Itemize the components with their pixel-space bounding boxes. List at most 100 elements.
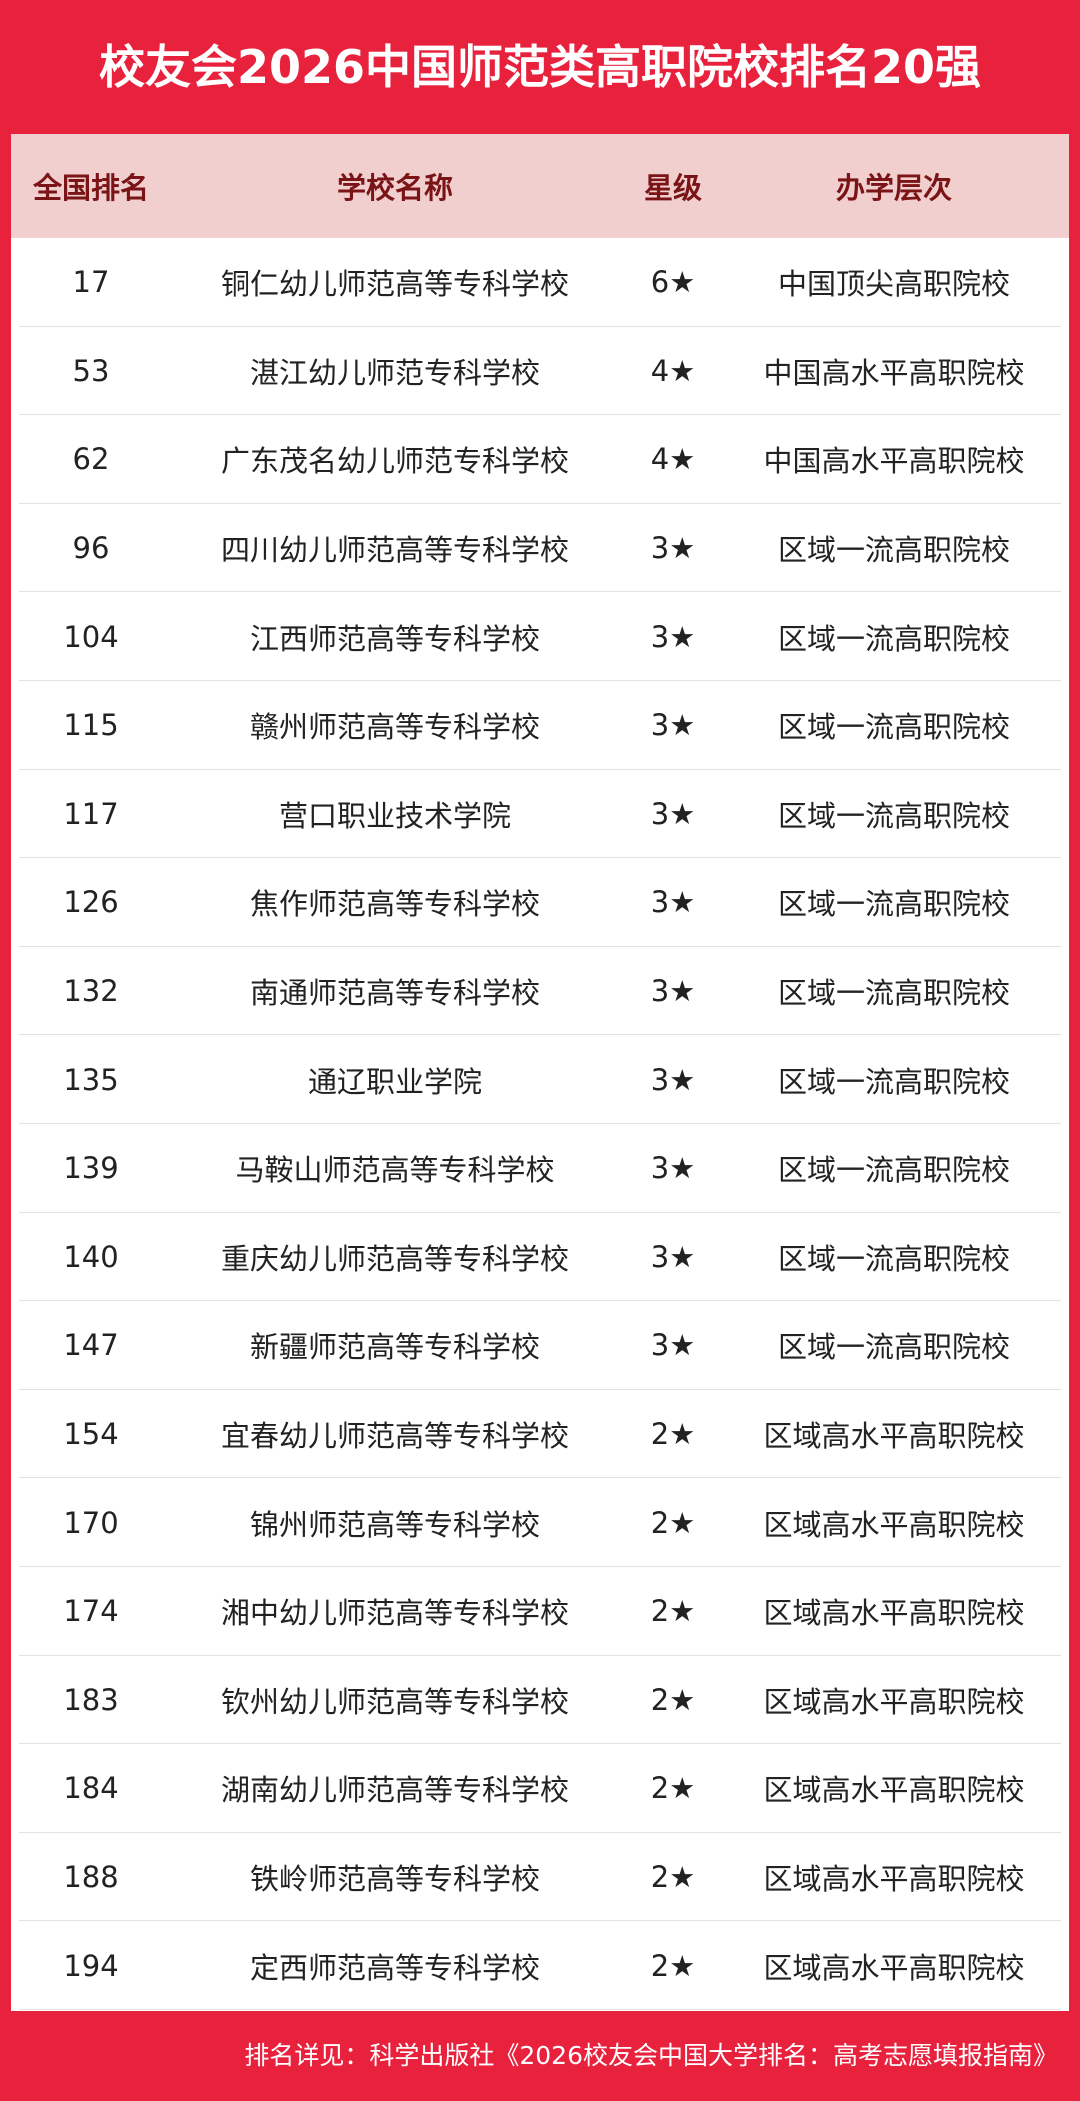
table-cell: 3★ bbox=[650, 619, 696, 654]
table-cell: 140 bbox=[63, 1239, 119, 1274]
table-cell: 2★ bbox=[650, 1771, 696, 1806]
table-cell: 96 bbox=[72, 531, 110, 566]
table-cell: 中国高水平高职院校 bbox=[763, 444, 1025, 479]
table-cell: 17 bbox=[72, 265, 110, 300]
header-cell: 星级 bbox=[643, 171, 703, 205]
table-cell: 中国高水平高职院校 bbox=[763, 355, 1025, 390]
table-cell: 183 bbox=[63, 1682, 119, 1717]
table-cell: 3★ bbox=[650, 1062, 696, 1097]
table-row: 17 铜仁幼儿师范高等专科学校 6★ 中国顶尖高职院校 bbox=[11, 238, 1069, 327]
table-cell: 锦州师范高等专科学校 bbox=[249, 1507, 541, 1542]
table-cell: 174 bbox=[63, 1594, 119, 1629]
table: 全国排名 学校名称 星级 办学层次 17 铜仁幼儿师范高等专科学校 6★ 中国顶尖高职院校 53… bbox=[11, 134, 1069, 2011]
table-cell: 江西师范高等专科学校 bbox=[249, 621, 541, 656]
table-cell: 中国顶尖高职院校 bbox=[777, 267, 1011, 302]
table-row: 194 定西师范高等专科学校 2★ 区域高水平高职院校 bbox=[11, 1921, 1069, 2010]
table-cell: 区域一流高职院校 bbox=[777, 533, 1011, 568]
table-cell: 2★ bbox=[650, 1860, 696, 1895]
table-cell: 湛江幼儿师范专科学校 bbox=[249, 355, 541, 390]
table-cell: 马鞍山师范高等专科学校 bbox=[235, 1153, 555, 1188]
table-cell: 广东茂名幼儿师范专科学校 bbox=[220, 444, 570, 479]
table-cell: 区域高水平高职院校 bbox=[763, 1596, 1025, 1631]
table-row: 170 锦州师范高等专科学校 2★ 区域高水平高职院校 bbox=[11, 1478, 1069, 1567]
table-row: 62 广东茂名幼儿师范专科学校 4★ 中国高水平高职院校 bbox=[11, 415, 1069, 504]
table-row: 126 焦作师范高等专科学校 3★ 区域一流高职院校 bbox=[11, 858, 1069, 947]
table-row: 184 湖南幼儿师范高等专科学校 2★ 区域高水平高职院校 bbox=[11, 1744, 1069, 1833]
header-row: 全国排名 学校名称 星级 办学层次 bbox=[11, 134, 1069, 238]
table-cell: 定西师范高等专科学校 bbox=[249, 1950, 541, 1985]
table-cell: 2★ bbox=[650, 1417, 696, 1452]
table-cell: 区域一流高职院校 bbox=[777, 621, 1011, 656]
table-cell: 湖南幼儿师范高等专科学校 bbox=[220, 1773, 570, 1808]
table-cell: 通辽职业学院 bbox=[307, 1064, 483, 1099]
table-cell: 2★ bbox=[650, 1948, 696, 1983]
table-cell: 170 bbox=[63, 1505, 119, 1540]
table-cell: 铜仁幼儿师范高等专科学校 bbox=[220, 267, 570, 302]
table-cell: 区域一流高职院校 bbox=[777, 710, 1011, 745]
table-row: 132 南通师范高等专科学校 3★ 区域一流高职院校 bbox=[11, 947, 1069, 1036]
table-cell: 区域高水平高职院校 bbox=[763, 1862, 1025, 1897]
table-row: 104 江西师范高等专科学校 3★ 区域一流高职院校 bbox=[11, 592, 1069, 681]
table-cell: 3★ bbox=[650, 1328, 696, 1363]
table-cell: 194 bbox=[63, 1948, 119, 1983]
table-cell: 区域高水平高职院校 bbox=[763, 1773, 1025, 1808]
table-cell: 115 bbox=[63, 708, 119, 743]
table-cell: 新疆师范高等专科学校 bbox=[249, 1330, 541, 1365]
table-cell: 2★ bbox=[650, 1682, 696, 1717]
table-cell: 南通师范高等专科学校 bbox=[249, 976, 541, 1011]
table-row: 174 湘中幼儿师范高等专科学校 2★ 区域高水平高职院校 bbox=[11, 1567, 1069, 1656]
table-row: 53 湛江幼儿师范专科学校 4★ 中国高水平高职院校 bbox=[11, 327, 1069, 416]
table-cell: 区域一流高职院校 bbox=[777, 1153, 1011, 1188]
footer-note: 排名详见：科学出版社《2026校友会中国大学排名：高考志愿填报指南》 bbox=[244, 2041, 1058, 2070]
table-cell: 3★ bbox=[650, 1239, 696, 1274]
table-cell: 区域一流高职院校 bbox=[777, 1241, 1011, 1276]
table-cell: 4★ bbox=[650, 442, 696, 477]
table-cell: 188 bbox=[63, 1860, 119, 1895]
table-cell: 132 bbox=[63, 974, 119, 1009]
table-cell: 104 bbox=[63, 619, 119, 654]
table-cell: 区域一流高职院校 bbox=[777, 976, 1011, 1011]
table-cell: 四川幼儿师范高等专科学校 bbox=[220, 533, 570, 568]
table-row: 139 马鞍山师范高等专科学校 3★ 区域一流高职院校 bbox=[11, 1124, 1069, 1213]
table-row: 147 新疆师范高等专科学校 3★ 区域一流高职院校 bbox=[11, 1301, 1069, 1390]
table-cell: 184 bbox=[63, 1771, 119, 1806]
table-cell: 6★ bbox=[650, 265, 696, 300]
table-cell: 2★ bbox=[650, 1594, 696, 1629]
table-cell: 区域高水平高职院校 bbox=[763, 1684, 1025, 1719]
table-cell: 53 bbox=[72, 353, 110, 388]
table-row: 135 通辽职业学院 3★ 区域一流高职院校 bbox=[11, 1035, 1069, 1124]
table-row: 115 赣州师范高等专科学校 3★ 区域一流高职院校 bbox=[11, 681, 1069, 770]
table-cell: 区域高水平高职院校 bbox=[763, 1950, 1025, 1985]
table-cell: 4★ bbox=[650, 353, 696, 388]
table-row: 154 宜春幼儿师范高等专科学校 2★ 区域高水平高职院校 bbox=[11, 1390, 1069, 1479]
table-cell: 3★ bbox=[650, 796, 696, 831]
table-cell: 2★ bbox=[650, 1505, 696, 1540]
table-cell: 焦作师范高等专科学校 bbox=[249, 887, 541, 922]
table-cell: 3★ bbox=[650, 708, 696, 743]
table-cell: 154 bbox=[63, 1417, 119, 1452]
table-cell: 147 bbox=[63, 1328, 119, 1363]
table-cell: 钦州幼儿师范高等专科学校 bbox=[220, 1684, 570, 1719]
table-cell: 营口职业技术学院 bbox=[278, 798, 512, 833]
table-cell: 3★ bbox=[650, 531, 696, 566]
title: 校友会2026中国师范类高职院校排名20强 bbox=[98, 40, 982, 94]
table-cell: 重庆幼儿师范高等专科学校 bbox=[220, 1241, 570, 1276]
table-cell: 区域高水平高职院校 bbox=[763, 1507, 1025, 1542]
table-cell: 3★ bbox=[650, 974, 696, 1009]
table-cell: 126 bbox=[63, 885, 119, 920]
table-cell: 区域高水平高职院校 bbox=[763, 1419, 1025, 1454]
table-cell: 3★ bbox=[650, 1151, 696, 1186]
table-cell: 区域一流高职院校 bbox=[777, 798, 1011, 833]
table-row: 96 四川幼儿师范高等专科学校 3★ 区域一流高职院校 bbox=[11, 504, 1069, 593]
table-cell: 赣州师范高等专科学校 bbox=[249, 710, 541, 745]
table-cell: 宜春幼儿师范高等专科学校 bbox=[220, 1419, 570, 1454]
table-row: 140 重庆幼儿师范高等专科学校 3★ 区域一流高职院校 bbox=[11, 1213, 1069, 1302]
table-cell: 62 bbox=[72, 442, 110, 477]
table-cell: 139 bbox=[63, 1151, 119, 1186]
table-cell: 区域一流高职院校 bbox=[777, 1064, 1011, 1099]
table-cell: 铁岭师范高等专科学校 bbox=[249, 1862, 541, 1897]
table-row: 188 铁岭师范高等专科学校 2★ 区域高水平高职院校 bbox=[11, 1833, 1069, 1922]
header-cell: 学校名称 bbox=[336, 171, 454, 205]
header-cell: 办学层次 bbox=[835, 171, 953, 205]
